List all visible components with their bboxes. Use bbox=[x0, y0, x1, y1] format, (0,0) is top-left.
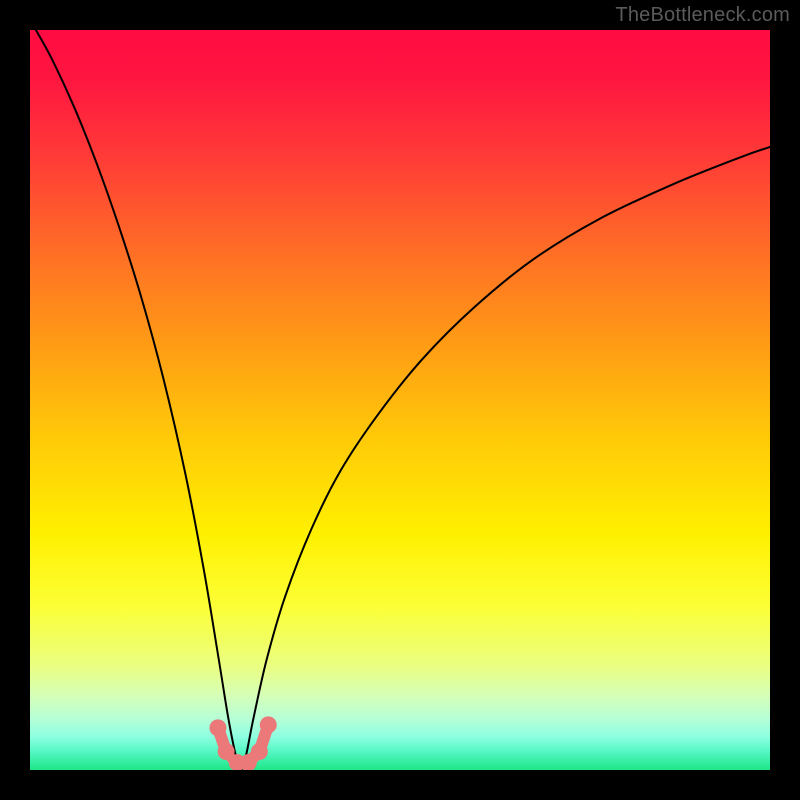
watermark-label: TheBottleneck.com bbox=[615, 4, 790, 27]
bottleneck-marker bbox=[251, 743, 268, 760]
chart-container: TheBottleneck.com bbox=[0, 0, 800, 800]
bottleneck-marker bbox=[209, 719, 226, 736]
bottleneck-marker bbox=[260, 716, 277, 733]
bottleneck-curve-chart bbox=[0, 0, 800, 800]
plot-background bbox=[30, 30, 770, 770]
